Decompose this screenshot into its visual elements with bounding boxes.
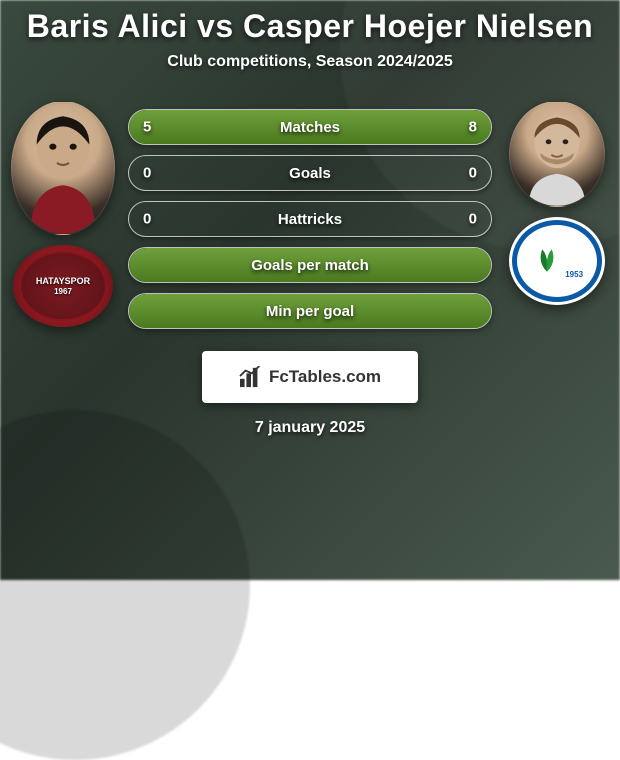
logo-text: FcTables.com <box>269 367 381 387</box>
left-player-column: HATAYSPOR 1967 <box>8 101 118 327</box>
right-club-year: 1953 <box>565 270 583 279</box>
right-player-column: 1953 <box>502 101 612 305</box>
stat-value-right: 0 <box>469 165 477 182</box>
stat-value-left: 0 <box>143 165 151 182</box>
subtitle: Club competitions, Season 2024/2025 <box>0 53 620 71</box>
tea-leaf-icon <box>531 243 563 275</box>
stat-value-right: 8 <box>469 119 477 136</box>
stat-row: Min per goal <box>128 293 492 329</box>
left-club-badge: HATAYSPOR 1967 <box>13 245 113 327</box>
stat-row: 0 0 Goals <box>128 155 492 191</box>
stat-value-left: 0 <box>143 211 151 228</box>
bar-chart-icon <box>239 366 263 388</box>
site-logo[interactable]: FcTables.com <box>202 351 418 403</box>
left-club-label: HATAYSPOR <box>36 276 90 286</box>
stat-row: 5 8 Matches <box>128 109 492 145</box>
stat-label: Goals <box>289 165 331 182</box>
content-wrapper: Baris Alici vs Casper Hoejer Nielsen Clu… <box>0 0 620 580</box>
stat-row: 0 0 Hattricks <box>128 201 492 237</box>
right-club-badge: 1953 <box>509 217 605 305</box>
stat-value-right: 0 <box>469 211 477 228</box>
comparison-panel: HATAYSPOR 1967 5 8 Matches 0 0 Goals 0 0 Hattric… <box>0 101 620 329</box>
left-club-year: 1967 <box>54 287 72 296</box>
stat-label: Goals per match <box>251 257 369 274</box>
stat-row: Goals per match <box>128 247 492 283</box>
stat-label: Hattricks <box>278 211 342 228</box>
right-player-avatar <box>509 101 605 207</box>
stat-value-left: 5 <box>143 119 151 136</box>
stat-label: Matches <box>280 119 340 136</box>
stats-bars: 5 8 Matches 0 0 Goals 0 0 Hattricks Goals per mat… <box>128 101 492 329</box>
comparison-date: 7 january 2025 <box>0 419 620 437</box>
page-title: Baris Alici vs Casper Hoejer Nielsen <box>0 8 620 45</box>
left-player-avatar <box>11 101 115 235</box>
stat-label: Min per goal <box>266 303 354 320</box>
